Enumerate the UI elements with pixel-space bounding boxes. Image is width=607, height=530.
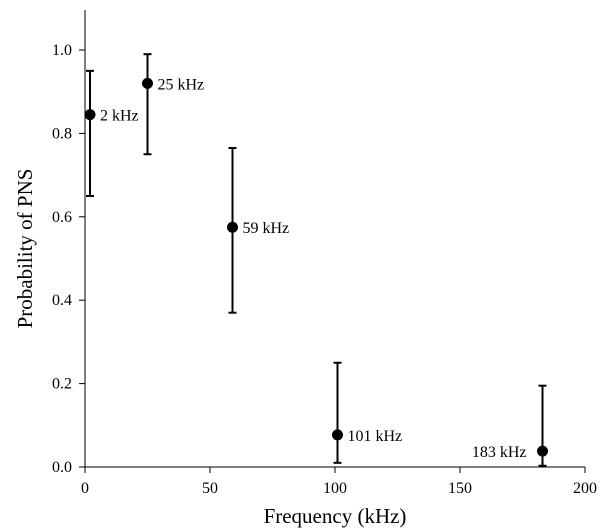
x-ticks: 0 50 100 150 200 — [81, 467, 597, 497]
data-points: 2 kHz 25 kHz 59 kHz 101 kHz 183 kHz — [84, 53, 548, 467]
point-label: 59 kHz — [243, 220, 290, 237]
point-label: 101 kHz — [348, 428, 403, 445]
point-label: 183 kHz — [472, 444, 527, 461]
x-tick-label: 150 — [448, 480, 472, 497]
data-point-group: 183 kHz — [472, 384, 548, 467]
point-label: 2 kHz — [100, 108, 139, 125]
data-point-group: 101 kHz — [332, 361, 403, 464]
y-tick-label: 0.6 — [52, 209, 72, 226]
data-point — [142, 77, 153, 89]
y-axis-title: Probability of PNS — [13, 169, 37, 329]
y-tick-label: 0.4 — [52, 292, 72, 309]
data-point — [227, 221, 238, 233]
point-label: 25 kHz — [158, 76, 205, 93]
data-point-group: 25 kHz — [142, 53, 205, 156]
x-tick-label: 0 — [81, 480, 89, 497]
y-tick-label: 0.8 — [52, 125, 72, 142]
data-point — [332, 429, 343, 441]
data-point-group: 2 kHz — [84, 69, 139, 197]
x-tick-label: 50 — [202, 480, 218, 497]
data-point — [537, 445, 548, 457]
x-tick-label: 100 — [323, 480, 347, 497]
y-ticks: 0.0 0.2 0.4 0.6 0.8 1.0 — [52, 42, 85, 476]
x-axis-title: Frequency (kHz) — [264, 504, 407, 528]
y-tick-label: 1.0 — [52, 42, 72, 59]
y-tick-label: 0.0 — [52, 459, 72, 476]
x-tick-label: 200 — [573, 480, 597, 497]
data-point — [84, 109, 96, 121]
data-point-group: 59 kHz — [227, 146, 290, 314]
y-tick-label: 0.2 — [52, 376, 72, 393]
